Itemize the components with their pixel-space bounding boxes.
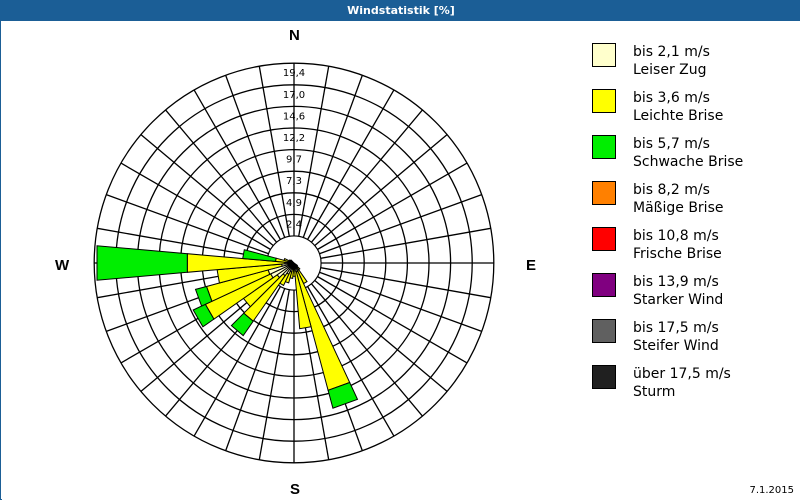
compass-south: S	[290, 481, 301, 498]
ring-label: 19,4	[283, 68, 305, 79]
petal-segment	[294, 263, 299, 267]
petal-segment	[295, 270, 351, 391]
plot-area: 2,4 4,9 7,3 9,7 12,2 14,6 17,0 19,4 N S W E bis…	[2, 21, 800, 500]
wind-rose: 2,4 4,9 7,3 9,7 12,2 14,6 17,0 19,4	[93, 62, 495, 464]
legend-swatch	[592, 135, 616, 159]
legend-label: bis 10,8 m/s Frische Brise	[633, 228, 722, 262]
legend-label: bis 3,6 m/s Leichte Brise	[633, 90, 724, 124]
compass-west: W	[55, 257, 70, 274]
legend-label: bis 2,1 m/s Leiser Zug	[633, 44, 710, 78]
ring-label: 14,6	[283, 111, 305, 122]
legend-swatch	[592, 365, 616, 389]
ring-label: 2,4	[286, 219, 302, 230]
legend-swatch	[592, 89, 616, 113]
petal-segment	[230, 312, 254, 337]
ring-label: 12,2	[283, 133, 305, 144]
legend-swatch	[592, 319, 616, 343]
petal-segment	[327, 381, 359, 409]
petal-segment	[192, 303, 215, 328]
ring-label: 4,9	[286, 198, 302, 209]
petal-segment	[289, 259, 294, 263]
petal-segment	[242, 249, 277, 262]
ring-label: 9,7	[286, 155, 302, 166]
legend-swatch	[592, 43, 616, 67]
ring-label: 17,0	[283, 90, 305, 101]
legend-label: bis 5,7 m/s Schwache Brise	[633, 136, 744, 170]
petal-segment	[194, 285, 213, 307]
compass-north: N	[289, 27, 300, 44]
date-label: 7.1.2015	[749, 485, 794, 496]
legend-swatch	[592, 181, 616, 205]
chart-title: Windstatistik [%]	[1, 1, 800, 21]
compass-east: E	[526, 257, 537, 274]
petal-segment	[96, 245, 188, 281]
ring-label: 7,3	[286, 176, 302, 187]
legend-swatch	[592, 273, 616, 297]
legend-label: bis 13,9 m/s Starker Wind	[633, 274, 724, 308]
legend-swatch	[592, 227, 616, 251]
legend-label: bis 8,2 m/s Mäßige Brise	[633, 182, 724, 216]
legend-label: bis 17,5 m/s Steifer Wind	[633, 320, 719, 354]
legend-label: über 17,5 m/s Sturm	[633, 366, 731, 400]
